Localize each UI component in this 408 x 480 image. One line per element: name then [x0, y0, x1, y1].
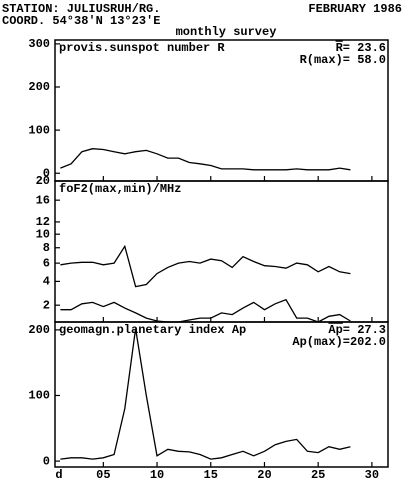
x-tick-label: 10: [150, 468, 164, 480]
y-tick-label: 10: [36, 227, 50, 241]
x-tick-label: 20: [257, 468, 271, 480]
x-tick-label: 25: [311, 468, 325, 480]
data-line: [60, 148, 351, 171]
x-axis-label: d: [55, 468, 62, 480]
panel-title: geomagn.planetary index Ap: [59, 323, 246, 337]
y-tick-label: 0: [43, 166, 50, 180]
coord: COORD. 54°38'N 13°23'E: [2, 14, 160, 28]
panel-title: foF2(max,min)/MHz: [59, 182, 181, 196]
data-line: [60, 244, 351, 288]
station: STATION: JULIUSRUH/RG.: [2, 2, 160, 16]
data-line: [60, 328, 351, 460]
annotation: R(max)= 58.0: [300, 53, 386, 67]
y-tick-label: 100: [28, 123, 50, 137]
annotation: Ap= 27.3: [328, 323, 386, 337]
subtitle: monthly survey: [176, 25, 277, 39]
y-tick-label: 200: [28, 323, 50, 337]
x-tick-label: 05: [96, 468, 110, 480]
y-tick-label: 0: [43, 454, 50, 468]
annotation: Ap(max)=202.0: [292, 335, 386, 349]
y-tick-label: 6: [43, 256, 50, 270]
y-tick-label: 100: [28, 389, 50, 403]
y-tick-label: 12: [36, 215, 50, 229]
panel-title: provis.sunspot number R: [59, 41, 225, 55]
y-tick-label: 20: [36, 174, 50, 188]
y-tick-label: 200: [28, 80, 50, 94]
annotation: R= 23.6: [336, 41, 386, 55]
data-line: [60, 298, 351, 323]
date: FEBRUARY 1986: [308, 2, 402, 16]
y-tick-label: 8: [43, 241, 50, 255]
x-tick-label: 15: [204, 468, 218, 480]
panel-frame: [54, 321, 389, 468]
panel-frame: [54, 180, 389, 323]
x-tick-label: 30: [365, 468, 379, 480]
y-tick-label: 16: [36, 193, 50, 207]
y-tick-label: 4: [43, 275, 50, 289]
y-tick-label: 2: [43, 298, 50, 312]
y-tick-label: 300: [28, 37, 50, 51]
